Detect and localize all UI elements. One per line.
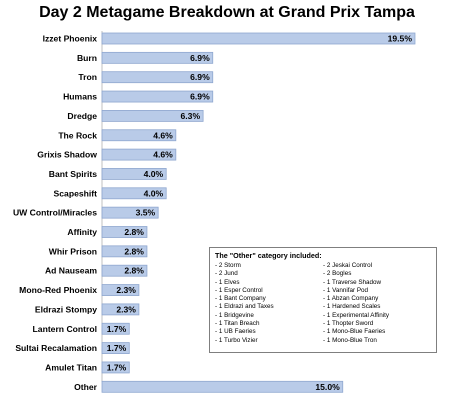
value-label: 4.0%: [144, 188, 164, 198]
category-labels: Izzet Phoenix Burn Tron Humans Dredge The Roc…: [13, 34, 98, 392]
value-label: 1.7%: [107, 362, 127, 372]
bar: [101, 110, 204, 122]
other-list-item: - 2 Jund: [215, 270, 238, 278]
bar: [101, 361, 130, 374]
bar: [101, 226, 148, 238]
category-label: Scapeshift: [54, 188, 98, 198]
category-label: Affinity: [67, 227, 97, 237]
bar: [101, 206, 159, 219]
bar: [101, 284, 140, 296]
other-list-item: - 2 Storm: [215, 262, 241, 269]
other-list-item: - 1 Mono-Blue Tron: [323, 336, 377, 344]
bar: [101, 322, 130, 335]
bar: [101, 187, 167, 200]
value-label: 4.6%: [153, 130, 173, 140]
category-label: Ad Nauseam: [45, 266, 97, 276]
bar: [101, 148, 177, 161]
value-label: 4.6%: [153, 150, 173, 160]
value-label: 6.9%: [190, 92, 210, 102]
bar: [101, 303, 140, 316]
other-box-columns: - 2 Storm - 2 Jund - 1 Elves - 1 Esper Cont…: [215, 262, 431, 345]
other-list-item: - 1 Experimental Affinity: [323, 311, 390, 319]
category-label: Izzet Phoenix: [43, 34, 98, 44]
category-label: Lantern Control: [33, 324, 97, 334]
category-label: Bant Spirits: [49, 169, 97, 179]
bars: [101, 32, 416, 393]
value-label: 2.3%: [116, 304, 136, 314]
value-label: 2.8%: [124, 266, 144, 276]
other-list-item: - 1 Eldrazi and Taxes: [215, 303, 274, 311]
other-list-item: - 1 Abzan Company: [323, 295, 379, 303]
category-label: Tron: [78, 72, 97, 82]
bar: [101, 71, 214, 84]
value-label: 2.8%: [124, 246, 144, 256]
bar: [101, 342, 130, 355]
category-label: Eldrazi Stompy: [35, 304, 97, 314]
value-label: 6.9%: [190, 53, 210, 63]
other-list-item: - 1 Thopter Sword: [323, 320, 374, 328]
other-list-item: - 2 Bogles: [323, 270, 352, 278]
category-label: The Rock: [58, 130, 97, 140]
other-list-item: - 1 Bant Company: [215, 295, 266, 303]
value-labels: 19.5% 6.9% 6.9% 6.9% 6.3% 4.6% 4.6% 4.0% 4.0% 3.5…: [107, 34, 413, 392]
other-list-item: - 1 Hardened Scales: [323, 303, 381, 311]
value-label: 2.3%: [116, 285, 136, 295]
other-list-item: - 1 Vannifar Pod: [323, 286, 369, 294]
value-label: 1.7%: [107, 324, 127, 334]
category-label: Mono-Red Phoenix: [19, 285, 97, 295]
other-list-item: - 1 Turbo Vizier: [215, 336, 258, 344]
bar: [101, 380, 344, 393]
bar: [101, 168, 167, 180]
category-label: Sultai Recalamation: [15, 343, 97, 353]
bar: [101, 32, 416, 45]
category-label: UW Control/Miracles: [13, 208, 97, 218]
value-label: 19.5%: [388, 34, 413, 44]
bar: [101, 129, 177, 142]
value-label: 4.0%: [144, 169, 164, 179]
value-label: 2.8%: [124, 227, 144, 237]
category-label: Grixis Shadow: [37, 150, 97, 160]
value-label: 6.9%: [190, 72, 210, 82]
other-list-item: - 1 Esper Control: [215, 286, 263, 294]
other-list-item: - 2 Jeskai Control: [323, 262, 372, 269]
other-category-box: The "Other" category included: - 2 Storm…: [209, 247, 437, 353]
other-list-item: - 1 Bridgevine: [215, 311, 254, 319]
other-list-item: - 1 Titan Breach: [215, 320, 260, 328]
category-label: Whir Prison: [49, 246, 97, 256]
other-list-item: - 1 UB Faeries: [215, 328, 256, 336]
category-label: Burn: [77, 53, 97, 63]
value-label: 3.5%: [136, 208, 156, 218]
bar: [101, 90, 214, 103]
other-box-title: The "Other" category included:: [215, 251, 322, 260]
bar: [101, 245, 148, 258]
value-label: 1.7%: [107, 343, 127, 353]
category-label: Amulet Titan: [45, 362, 97, 372]
other-list-item: - 1 Mono-Blue Faeries: [323, 328, 386, 336]
category-label: Other: [74, 382, 98, 392]
category-label: Dredge: [67, 111, 97, 121]
value-label: 6.3%: [181, 111, 201, 121]
value-label: 15.0%: [315, 382, 340, 392]
other-box-left-column: - 2 Storm - 2 Jund - 1 Elves - 1 Esper Cont…: [215, 262, 323, 345]
other-list-item: - 1 Elves: [215, 278, 240, 286]
other-list-item: - 1 Traverse Shadow: [323, 278, 382, 286]
other-box-right-column: - 2 Jeskai Control - 2 Bogles - 1 Traverse…: [323, 262, 431, 345]
category-label: Humans: [63, 92, 97, 102]
bar: [101, 264, 148, 277]
bar: [101, 51, 214, 64]
chart-title: Day 2 Metagame Breakdown at Grand Prix T…: [39, 4, 415, 21]
